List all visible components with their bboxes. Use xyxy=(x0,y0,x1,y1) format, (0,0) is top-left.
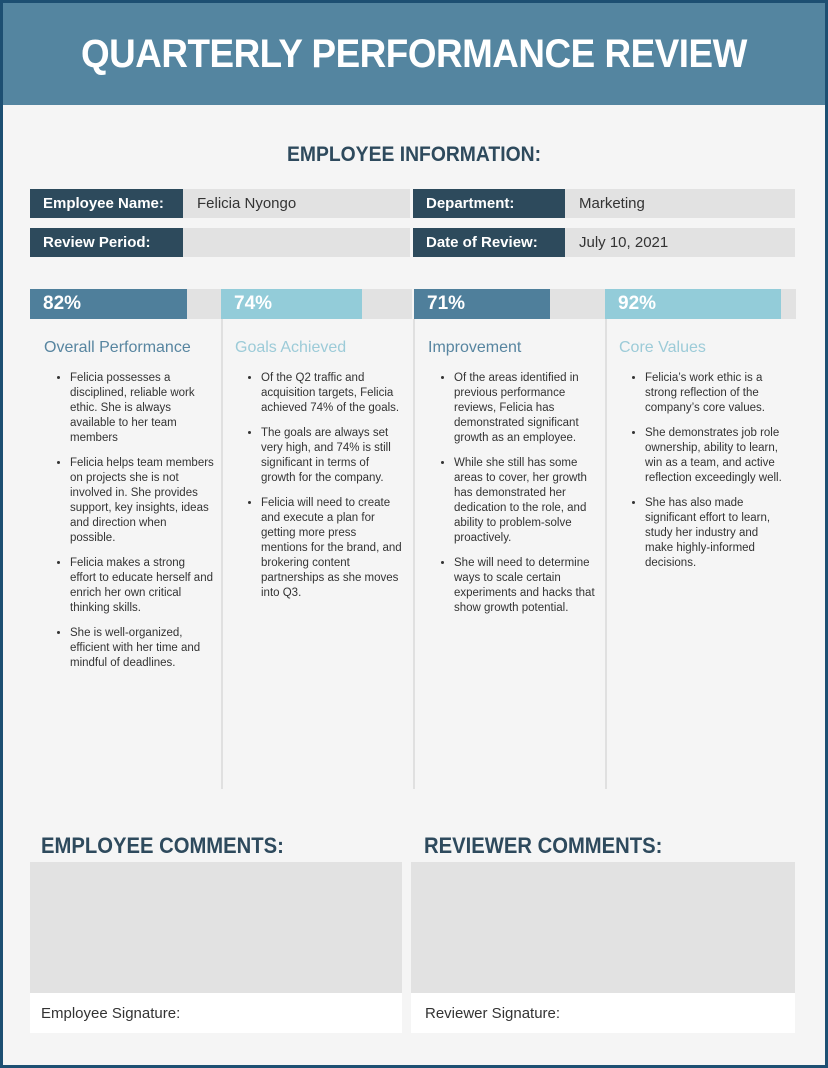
bullet-list: Felicia’s work ethic is a strong reflect… xyxy=(627,371,789,581)
review-period-field[interactable] xyxy=(183,228,410,257)
employee-comments-heading: EMPLOYEE COMMENTS: xyxy=(41,833,284,858)
header: QUARTERLY PERFORMANCE REVIEW xyxy=(3,3,825,105)
bullet-item: Felicia will need to create and execute … xyxy=(261,496,405,601)
progress-fill xyxy=(221,289,363,319)
metric-column: 71% Improvement Of the areas identified in… xyxy=(414,289,605,789)
employee-name-field[interactable]: Felicia Nyongo xyxy=(183,189,410,218)
metric-title: Goals Achieved xyxy=(235,339,347,356)
bullet-item: Felicia possesses a disciplined, reliabl… xyxy=(70,371,214,446)
page-title: QUARTERLY PERFORMANCE REVIEW xyxy=(81,31,747,76)
bullet-list: Of the areas identified in previous perf… xyxy=(436,371,598,626)
bullet-item: Of the areas identified in previous perf… xyxy=(454,371,598,446)
column-divider xyxy=(605,319,607,789)
progress-track: 71% xyxy=(414,289,605,319)
percent-label: 71% xyxy=(427,293,466,314)
date-label: Date of Review: xyxy=(413,228,565,257)
metric-column: 74% Goals Achieved Of the Q2 traffic and a… xyxy=(221,289,412,789)
bullet-item: She is well-organized, efficient with he… xyxy=(70,626,214,671)
bullet-item: She demonstrates job role ownership, abi… xyxy=(645,426,789,486)
department-label: Department: xyxy=(413,189,565,218)
metric-title: Improvement xyxy=(428,339,522,356)
employee-signature-field[interactable]: Employee Signature: xyxy=(30,993,402,1033)
percent-label: 92% xyxy=(618,293,657,314)
column-divider xyxy=(221,319,223,789)
reviewer-signature-field[interactable]: Reviewer Signature: xyxy=(411,993,795,1033)
reviewer-comments-box[interactable] xyxy=(411,862,795,993)
department-field[interactable]: Marketing xyxy=(565,189,795,218)
progress-fill xyxy=(605,289,781,319)
reviewer-comments-heading: REVIEWER COMMENTS: xyxy=(424,833,663,858)
percent-label: 82% xyxy=(43,293,82,314)
review-page: QUARTERLY PERFORMANCE REVIEW EMPLOYEE IN… xyxy=(3,3,825,1065)
employee-name-row: Employee Name: Felicia Nyongo xyxy=(30,189,410,218)
progress-fill xyxy=(414,289,550,319)
progress-fill xyxy=(30,289,187,319)
bullet-item: The goals are always set very high, and … xyxy=(261,426,405,486)
review-period-row: Review Period: xyxy=(30,228,410,257)
metric-title: Overall Performance xyxy=(44,339,191,356)
progress-track: 82% xyxy=(30,289,221,319)
employee-info-heading: EMPLOYEE INFORMATION: xyxy=(286,143,542,166)
metric-column: 82% Overall Performance Felicia possesses … xyxy=(30,289,221,789)
bullet-item: Felicia makes a strong effort to educate… xyxy=(70,556,214,616)
department-row: Department: Marketing xyxy=(413,189,795,218)
bullet-item: While she still has some areas to cover,… xyxy=(454,456,598,546)
date-field[interactable]: July 10, 2021 xyxy=(565,228,795,257)
employee-name-label: Employee Name: xyxy=(30,189,183,218)
progress-track: 92% xyxy=(605,289,796,319)
bullet-item: Felicia helps team members on projects s… xyxy=(70,456,214,546)
metric-title: Core Values xyxy=(619,339,706,356)
date-row: Date of Review: July 10, 2021 xyxy=(413,228,795,257)
percent-label: 74% xyxy=(234,293,273,314)
column-divider xyxy=(413,319,415,789)
bullet-item: She will need to determine ways to scale… xyxy=(454,556,598,616)
bullet-item: Of the Q2 traffic and acquisition target… xyxy=(261,371,405,416)
bullet-list: Of the Q2 traffic and acquisition target… xyxy=(243,371,405,611)
review-period-label: Review Period: xyxy=(30,228,183,257)
progress-track: 74% xyxy=(221,289,412,319)
metric-column: 92% Core Values Felicia’s work ethic is a … xyxy=(605,289,796,789)
bullet-item: Felicia’s work ethic is a strong reflect… xyxy=(645,371,789,416)
bullet-list: Felicia possesses a disciplined, reliabl… xyxy=(52,371,214,681)
employee-comments-box[interactable] xyxy=(30,862,402,993)
bullet-item: She has also made significant effort to … xyxy=(645,496,789,571)
